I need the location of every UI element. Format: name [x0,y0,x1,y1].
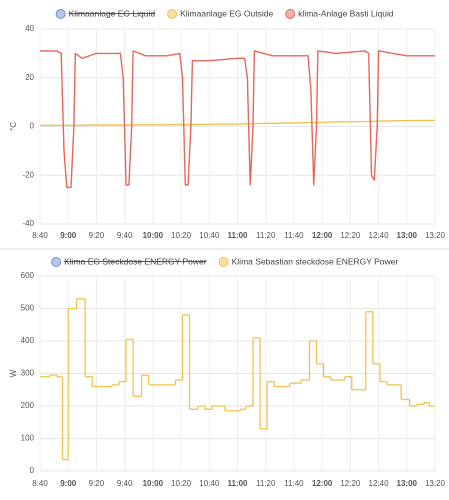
x-tick-label: 11:00 [227,479,248,488]
legend-item[interactable]: Klimaanlage EG Liquid [55,8,156,19]
legend: Klima EG Steckdose ENERGY Power Klima Seb… [51,256,399,267]
x-tick-label: 10:00 [143,479,164,488]
y-tick-label: 100 [21,434,35,443]
legend-item[interactable]: Klima Sebastian steckdose ENERGY Power [218,256,399,267]
y-axis-label: °C [9,122,18,131]
legend-swatch [51,257,62,267]
x-tick-label: 12:40 [369,479,390,488]
x-tick-label: 13:00 [397,479,418,488]
y-tick-label: 500 [21,304,35,313]
y-tick-label: -40 [22,219,34,228]
x-tick-label: 12:20 [340,231,361,240]
x-tick-label: 10:40 [199,479,220,488]
x-tick-label: 12:00 [312,231,333,240]
legend: Klimaanlage EG Liquid Klimaanlage EG Outs… [55,8,394,19]
x-tick-label: 11:40 [284,231,304,240]
x-tick-label: 9:00 [60,479,77,488]
y-tick-label: 600 [21,271,35,280]
x-tick-label: 10:00 [143,231,164,240]
x-tick-label: 12:40 [369,231,390,240]
series-line [40,50,435,189]
legend-swatch [285,9,296,19]
x-tick-label: 10:40 [199,231,220,240]
x-tick-label: 12:20 [340,479,361,488]
x-tick-label: 11:20 [256,479,276,488]
y-tick-label: 40 [25,24,34,33]
legend-swatch [218,257,229,267]
x-tick-label: 10:20 [171,231,192,240]
x-tick-label: 11:00 [227,231,248,240]
x-tick-label: 9:40 [117,479,133,488]
legend-label: klima-Anlage Basti Liquid [298,8,394,18]
series-line [40,119,436,126]
y-tick-label: 200 [21,401,35,410]
x-tick-label: 11:40 [284,479,304,488]
legend-item[interactable]: Klimaanlage EG Outside [167,8,274,19]
y-tick-label: 300 [21,369,35,378]
legend-swatch [167,9,178,19]
legend-label: Klima Sebastian steckdose ENERGY Power [232,256,399,266]
y-tick-label: 0 [30,466,35,475]
legend-label: Klimaanlage EG Outside [180,8,273,18]
legend-swatch [55,9,66,19]
x-tick-label: 12:00 [312,479,333,488]
x-tick-label: 9:20 [89,479,105,488]
x-tick-label: 9:20 [89,231,105,240]
y-tick-label: 20 [25,73,34,82]
x-tick-label: 13:20 [425,479,446,488]
y-axis-label: W [9,369,18,377]
y-tick-label: 400 [21,336,35,345]
x-tick-label: 13:00 [397,231,418,240]
legend-label: Klima EG Steckdose ENERGY Power [64,256,207,266]
x-tick-label: 9:00 [60,231,77,240]
x-tick-label: 10:20 [171,479,192,488]
y-tick-label: 0 [30,122,35,131]
x-tick-label: 8:40 [32,231,48,240]
y-tick-label: -20 [22,170,34,179]
legend-item[interactable]: Klima EG Steckdose ENERGY Power [51,256,207,267]
legend-item[interactable]: klima-Anlage Basti Liquid [285,8,394,19]
legend-label: Klimaanlage EG Liquid [69,8,156,18]
x-tick-label: 8:40 [32,479,48,488]
x-tick-label: 9:40 [117,231,133,240]
x-tick-label: 13:20 [425,231,446,240]
x-tick-label: 11:20 [256,231,276,240]
